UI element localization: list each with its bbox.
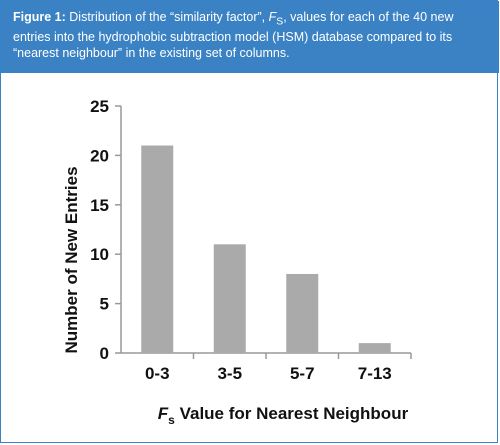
bar-5-7 bbox=[286, 273, 319, 353]
x-tick-label: 7-13 bbox=[358, 364, 392, 383]
caption-symbol-sub: S bbox=[276, 16, 284, 28]
y-tick-label: 25 bbox=[90, 97, 109, 116]
caption-symbol: F bbox=[268, 10, 277, 24]
y-tick-label: 5 bbox=[100, 295, 109, 314]
y-tick-label: 15 bbox=[90, 196, 109, 215]
x-tick-label: 3-5 bbox=[217, 364, 242, 383]
figure-label: Figure 1: bbox=[13, 10, 66, 24]
bar-3-5 bbox=[213, 244, 246, 353]
x-tick-label: 0-3 bbox=[145, 364, 170, 383]
figure-caption: Figure 1: Distribution of the “similarit… bbox=[1, 1, 499, 73]
y-tick-label: 0 bbox=[100, 344, 109, 363]
bar-7-13 bbox=[358, 343, 391, 353]
y-tick-label: 10 bbox=[90, 245, 109, 264]
caption-text-after: , values for each of the 40 new entries … bbox=[13, 10, 454, 60]
caption-text-before: Distribution of the “similarity factor”, bbox=[65, 10, 269, 24]
x-axis-title: Fs Value for Nearest Neighbour bbox=[158, 404, 409, 427]
x-tick-label: 5-7 bbox=[290, 364, 315, 383]
bars bbox=[141, 145, 391, 353]
y-axis-title: Number of New Entries bbox=[62, 166, 81, 353]
x-tick-labels: 0-3 3-5 5-7 7-13 bbox=[145, 364, 392, 383]
bar-chart: 0 5 10 15 20 25 0-3 3-5 5-7 7-13 Number of New E… bbox=[62, 97, 412, 427]
y-axis: 0 5 10 15 20 25 bbox=[90, 97, 122, 363]
y-tick-label: 20 bbox=[90, 146, 109, 165]
bar-0-3 bbox=[141, 145, 174, 353]
x-axis-symbol-sub: s bbox=[168, 413, 175, 427]
x-axis bbox=[121, 352, 412, 359]
x-axis-title-rest: Value for Nearest Neighbour bbox=[175, 404, 409, 423]
x-axis-symbol: F bbox=[158, 404, 169, 423]
